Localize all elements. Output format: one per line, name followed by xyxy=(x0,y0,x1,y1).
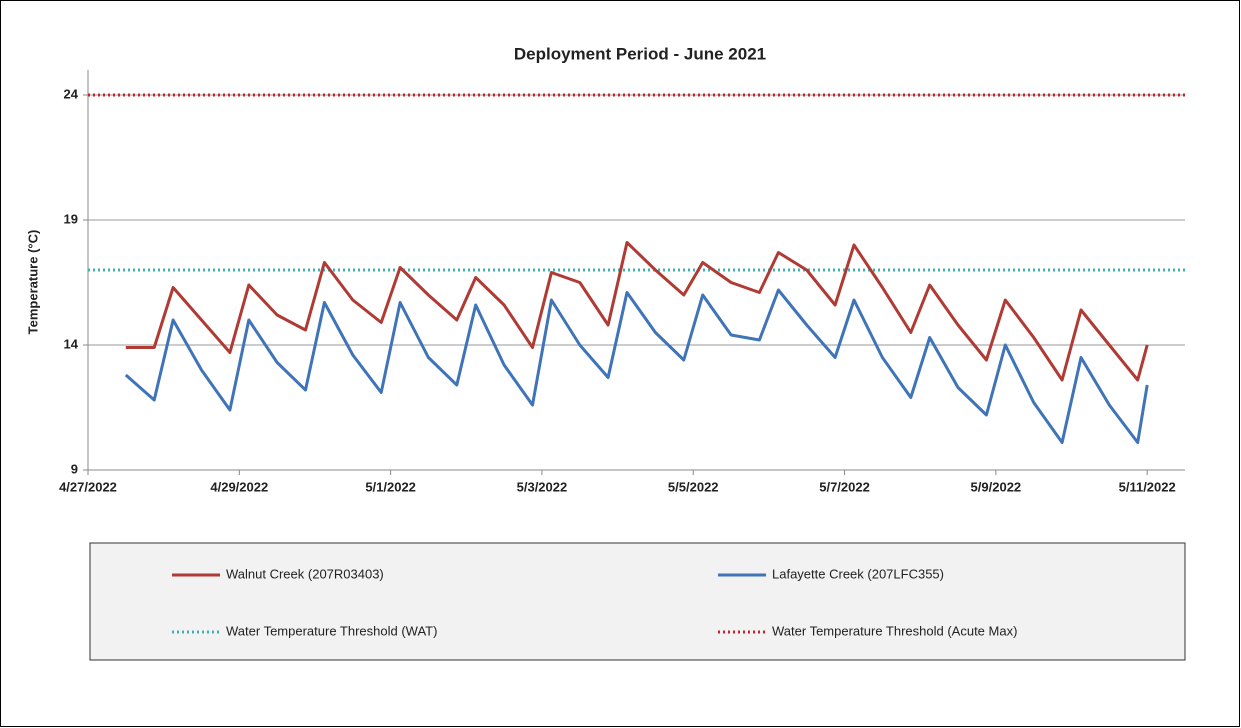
y-tick-label: 9 xyxy=(71,461,78,476)
legend-label: Water Temperature Threshold (WAT) xyxy=(226,623,437,638)
x-tick-label: 5/7/2022 xyxy=(819,479,870,494)
x-tick-label: 5/9/2022 xyxy=(971,479,1022,494)
x-tick-label: 5/3/2022 xyxy=(517,479,568,494)
x-tick-label: 5/1/2022 xyxy=(365,479,416,494)
legend-label: Water Temperature Threshold (Acute Max) xyxy=(772,623,1017,638)
legend-label: Walnut Creek (207R03403) xyxy=(226,566,384,581)
y-axis-title: Temperature (°C) xyxy=(25,230,40,335)
x-tick-label: 5/5/2022 xyxy=(668,479,719,494)
legend-label: Lafayette Creek (207LFC355) xyxy=(772,566,944,581)
chart-title: Deployment Period - June 2021 xyxy=(514,44,766,63)
x-tick-label: 4/29/2022 xyxy=(210,479,268,494)
x-tick-label: 4/27/2022 xyxy=(59,479,117,494)
legend-box xyxy=(89,542,1186,661)
y-tick-label: 24 xyxy=(64,86,79,101)
series-line xyxy=(125,241,1149,382)
y-tick-label: 19 xyxy=(64,211,78,226)
series-line xyxy=(124,288,1149,444)
x-tick-label: 5/11/2022 xyxy=(1119,479,1176,494)
y-tick-label: 14 xyxy=(64,336,79,351)
